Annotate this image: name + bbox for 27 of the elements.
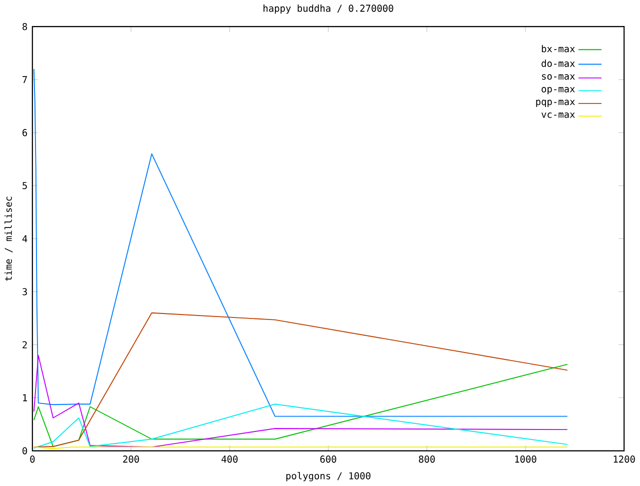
x-tick-label: 600 — [320, 456, 336, 463]
y-tick-label: 3 — [22, 288, 27, 296]
y-tick-label: 6 — [22, 129, 28, 136]
legend-label: bx-max — [542, 45, 575, 52]
x-tick-label: 200 — [123, 456, 139, 463]
legend-label: pqp-max — [536, 100, 575, 108]
y-tick-label: 2 — [22, 341, 27, 348]
x-axis-title: polygons / 1000 — [286, 472, 370, 482]
legend-label: do-max — [542, 60, 575, 68]
line-series — [33, 312, 568, 448]
x-tick-label: 1000 — [515, 456, 536, 463]
y-tick-label: 1 — [23, 394, 27, 402]
legend-label: so-max — [542, 74, 575, 80]
legend-label: op-max — [542, 87, 575, 94]
x-tick-label: 800 — [418, 456, 435, 463]
y-tick-label: 4 — [22, 235, 28, 242]
y-tick-label: 7 — [22, 76, 27, 84]
y-tick-label: 0 — [22, 447, 28, 454]
x-tick-label: 400 — [222, 456, 238, 463]
y-tick-label: 5 — [22, 182, 27, 190]
legend-label: vc-max — [542, 112, 575, 118]
line-series — [33, 404, 568, 449]
chart-title: happy buddha / 0.270000 — [264, 4, 394, 14]
y-axis-title: time / millisec — [4, 196, 13, 281]
x-tick-label: 0 — [30, 456, 35, 463]
y-tick-label: 8 — [22, 23, 28, 30]
x-tick-label: 1200 — [614, 456, 635, 463]
